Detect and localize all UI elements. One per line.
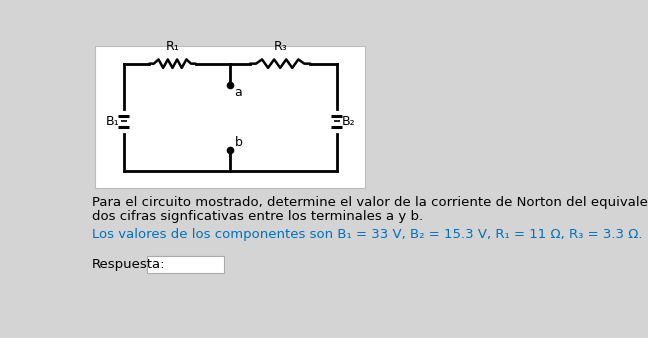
- Text: Los valores de los componentes son B₁ = 33 V, B₂ = 15.3 V, R₁ = 11 Ω, R₃ = 3.3 Ω: Los valores de los componentes son B₁ = …: [92, 228, 642, 241]
- Text: dos cifras signficativas entre los terminales a y b.: dos cifras signficativas entre los termi…: [92, 210, 423, 223]
- Text: Para el circuito mostrado, determine el valor de la corriente de Norton del equi: Para el circuito mostrado, determine el …: [92, 196, 648, 209]
- Text: B₂: B₂: [341, 115, 355, 128]
- Text: Respuesta:: Respuesta:: [92, 258, 165, 271]
- Text: b: b: [235, 136, 242, 149]
- Text: R₃: R₃: [273, 40, 287, 53]
- Text: R₁: R₁: [166, 40, 179, 53]
- FancyBboxPatch shape: [147, 256, 224, 273]
- Text: B₁: B₁: [106, 115, 119, 128]
- FancyBboxPatch shape: [95, 46, 365, 188]
- Text: a: a: [235, 86, 242, 99]
